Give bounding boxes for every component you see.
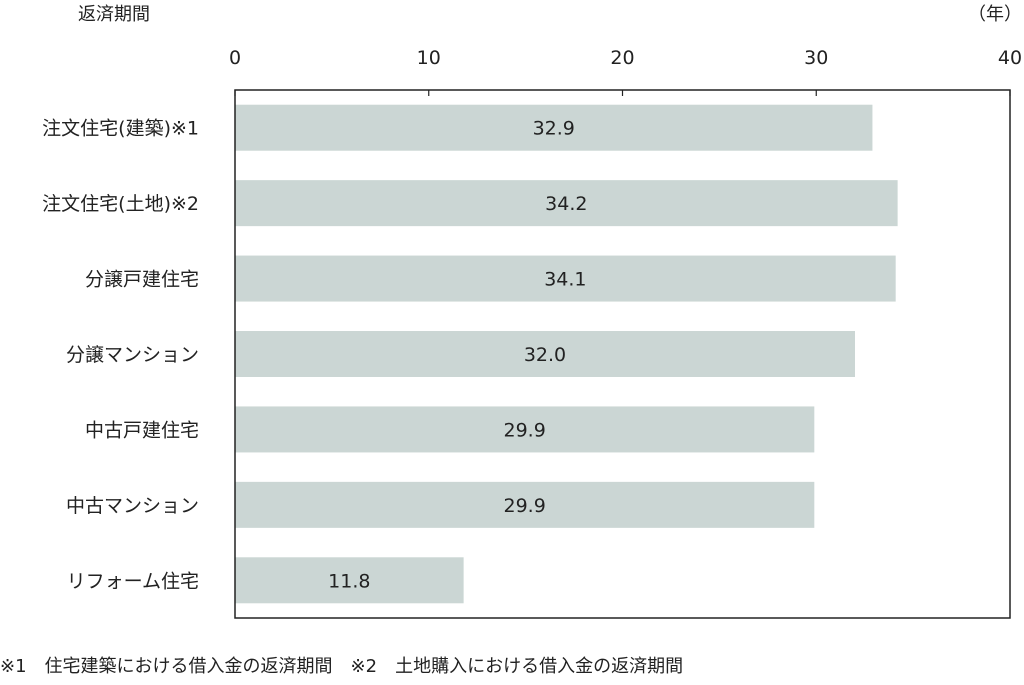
category-labels: 注文住宅(建築)※1 注文住宅(土地)※2 分譲戸建住宅分譲マンション中古戸建住宅中… xyxy=(42,118,199,593)
category-label: 中古戸建住宅 xyxy=(85,419,199,441)
category-label: 注文住宅(土地)※2 xyxy=(42,193,199,215)
bar xyxy=(235,481,815,528)
category-label: 分譲マンション xyxy=(66,344,199,366)
bar xyxy=(235,180,898,227)
bar-value-label: 34.1 xyxy=(544,269,586,291)
bar-value-label: 32.0 xyxy=(524,344,566,366)
bar xyxy=(235,557,464,604)
bar-value-label: 29.9 xyxy=(504,419,546,441)
bar xyxy=(235,104,873,151)
category-label: 注文住宅(建築)※1 xyxy=(42,118,199,140)
x-tick-label: 20 xyxy=(610,47,634,69)
category-label: リフォーム住宅 xyxy=(67,570,199,592)
x-tick-label: 40 xyxy=(998,47,1022,69)
x-tick-label: 0 xyxy=(229,47,241,69)
plot-frame xyxy=(234,89,1011,619)
bar-value-label: 29.9 xyxy=(504,495,546,517)
bar-chart: 返済期間 （年） 0 10 20 30 40 32.9 34.2 34.1 32.0 29.9 2… xyxy=(42,4,1022,619)
bar xyxy=(235,406,815,453)
footnote: ※1 住宅建築における借入金の返済期間 ※2 土地購入における借入金の返済期間 xyxy=(0,656,684,677)
category-label: 分譲戸建住宅 xyxy=(85,269,199,291)
axis-title: 返済期間 xyxy=(78,4,150,25)
bar xyxy=(235,255,896,302)
bars: 32.9 34.2 34.1 32.0 29.9 29.9 11.8 xyxy=(235,104,898,604)
unit-label: （年） xyxy=(968,4,1022,25)
x-axis: 0 10 20 30 40 xyxy=(229,47,1022,96)
x-tick-label: 30 xyxy=(804,47,828,69)
x-tick-label: 10 xyxy=(417,47,441,69)
bar-value-label: 32.9 xyxy=(533,118,575,140)
bar-value-label: 34.2 xyxy=(545,193,587,215)
bar xyxy=(235,331,855,377)
category-label: 中古マンション xyxy=(66,495,199,517)
bar-value-label: 11.8 xyxy=(328,570,370,592)
